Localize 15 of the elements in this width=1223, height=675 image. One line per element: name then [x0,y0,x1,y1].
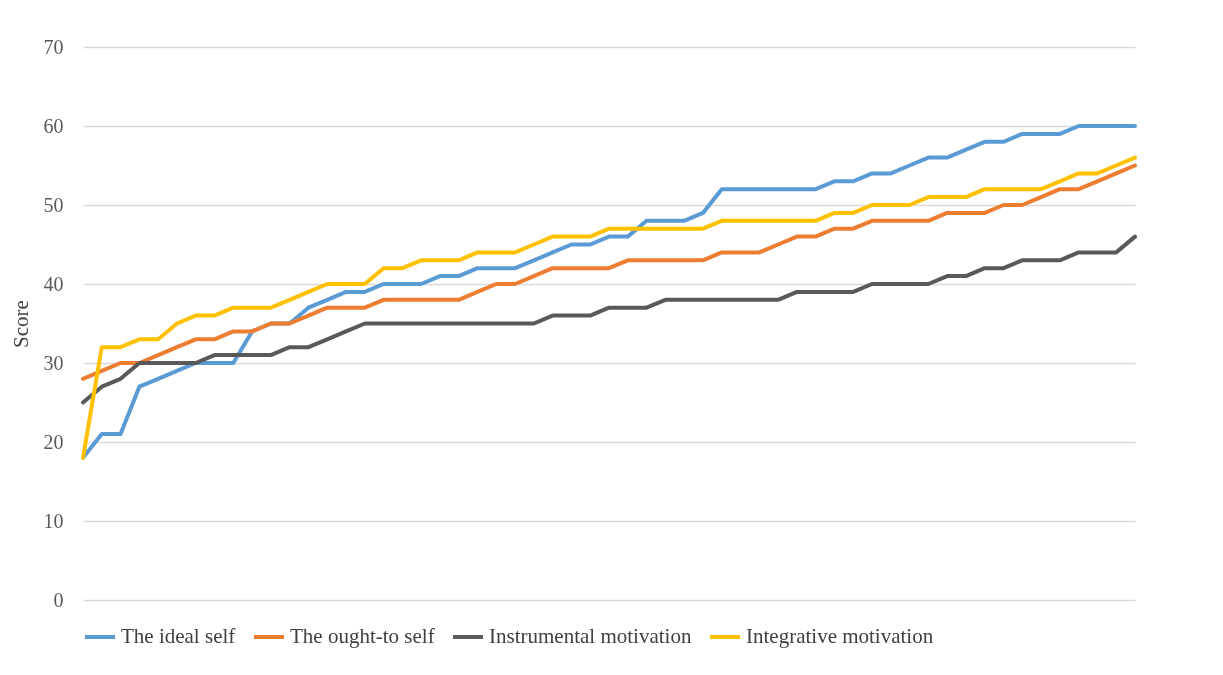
y-tick-label: 10 [43,509,64,532]
line-series [81,163,1137,381]
y-axis-title: Score [8,300,33,348]
legend-label: Instrumental motivation [489,624,692,648]
legend-label: The ideal self [121,624,236,648]
legend-label: The ought-to self [290,624,435,648]
line-series [81,234,1137,405]
y-tick-label: 40 [43,272,64,295]
y-tick-label: 60 [43,114,64,137]
legend-label: Integrative motivation [746,624,934,648]
y-tick-label: 50 [43,193,64,216]
y-tick-label: 70 [43,35,64,58]
y-tick-label: 20 [43,430,64,453]
y-tick-label: 0 [53,588,64,611]
y-tick-label: 30 [43,351,64,374]
